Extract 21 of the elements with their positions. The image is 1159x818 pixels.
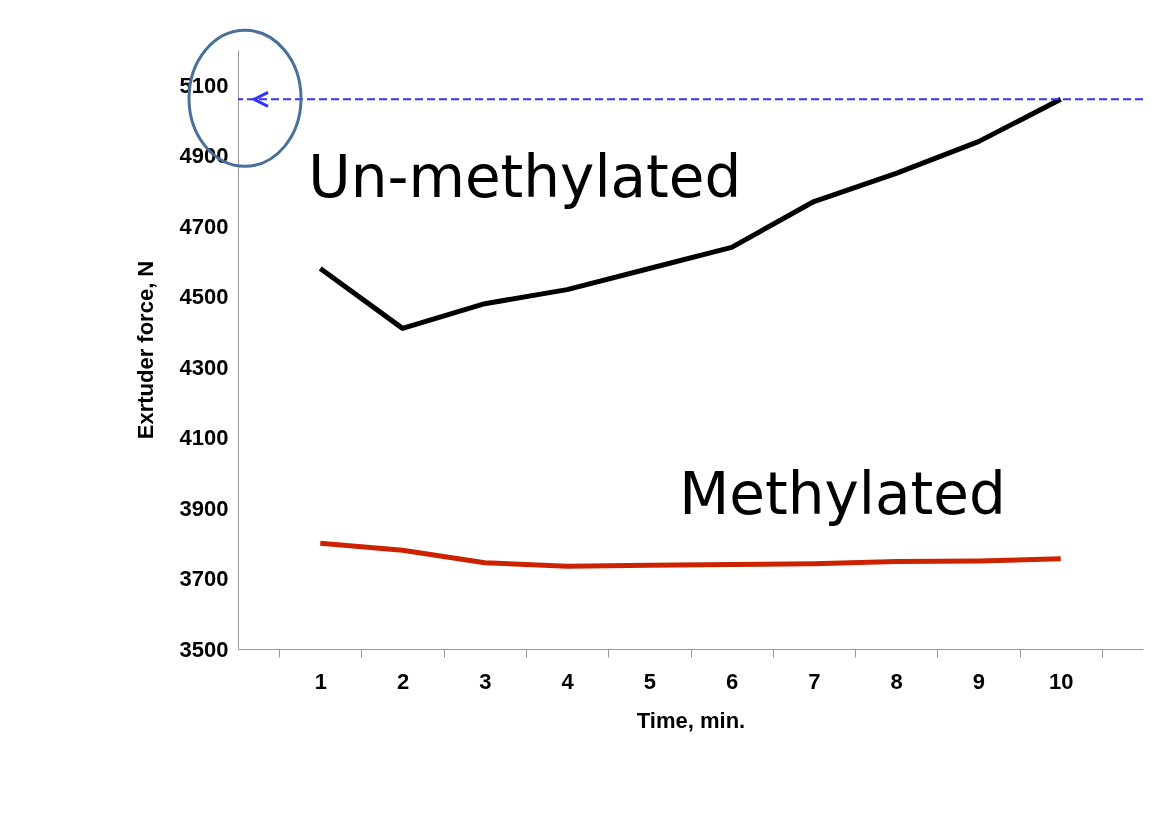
y-tick-label: 3700: [179, 566, 229, 592]
x-tick-label: 4: [561, 668, 575, 694]
x-tick-label: 10: [1048, 668, 1074, 694]
x-tick-label: 9: [972, 668, 986, 694]
x-tick-label: 7: [808, 668, 821, 694]
x-axis-title: Time, min.: [636, 707, 746, 733]
x-tick-label: 2: [396, 668, 410, 694]
y-tick-label: 3900: [179, 495, 229, 521]
x-tick-label: 3: [479, 668, 492, 694]
y-tick-label: 4300: [179, 354, 229, 380]
y-tick-label: 4700: [179, 213, 229, 239]
x-tick-label: 6: [726, 668, 739, 694]
y-tick-label: 4500: [179, 284, 229, 310]
series-label: Methylated: [679, 459, 1006, 528]
x-tick-label: 8: [890, 668, 903, 694]
x-tick-label: 1: [314, 668, 327, 694]
x-tick-label: 5: [643, 668, 656, 694]
series-label: Un-methylated: [308, 143, 742, 212]
y-tick-label: 3500: [179, 636, 229, 662]
y-tick-label: 4100: [179, 425, 229, 451]
y-axis-title: Exrtuder force, N: [132, 260, 158, 440]
